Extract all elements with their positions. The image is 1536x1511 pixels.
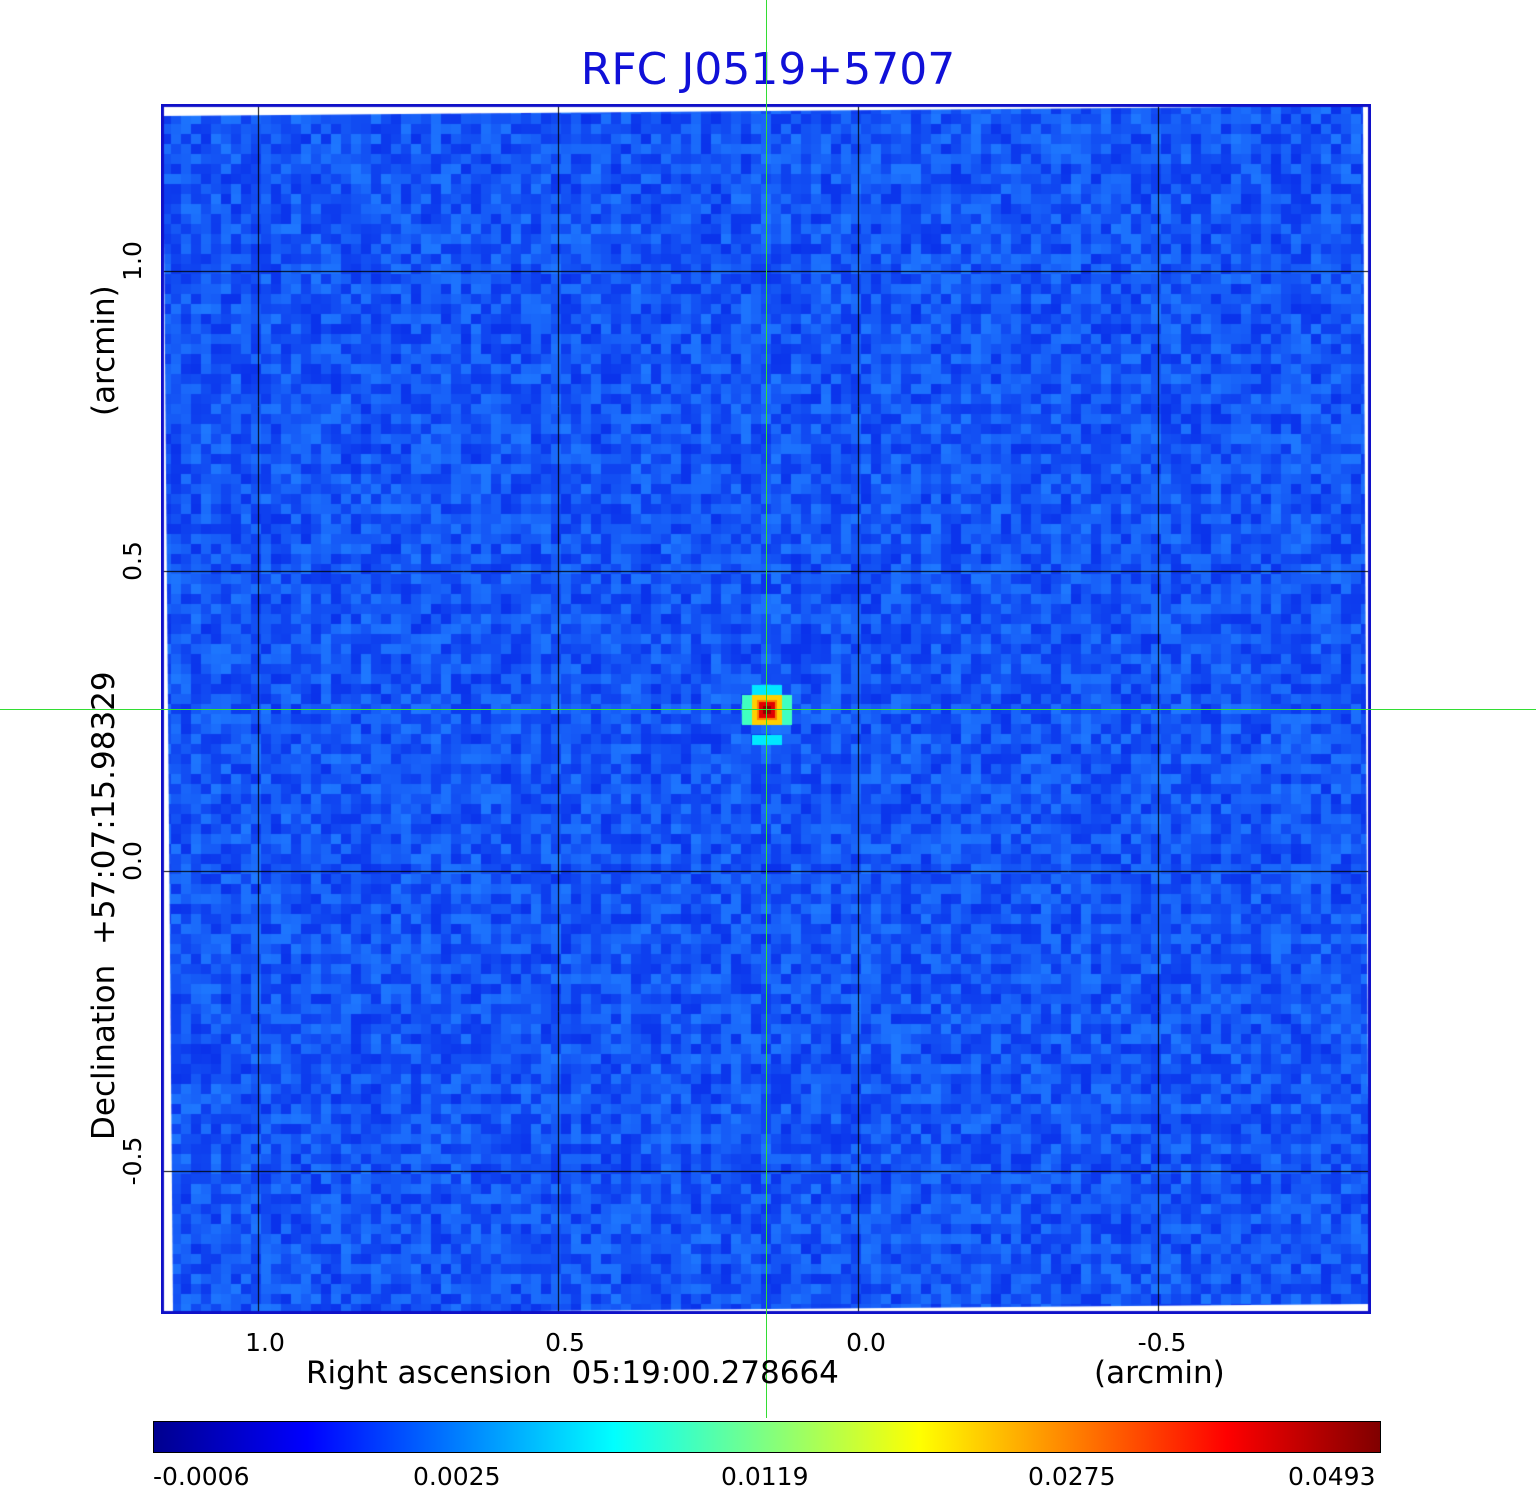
colorbar-tick-label: 0.0275	[1028, 1462, 1116, 1491]
y-tick-label: 1.0	[118, 241, 147, 281]
x-tick-label: 0.0	[846, 1328, 886, 1357]
y-tick-label: -0.5	[118, 1136, 147, 1186]
crosshair-horizontal	[0, 709, 1536, 710]
x-axis-unit: (arcmin)	[1094, 1355, 1225, 1391]
x-tick-label: 0.5	[545, 1328, 585, 1357]
y-axis-label: Declination +57:07:15.98329	[86, 671, 122, 1140]
x-tick-label: 1.0	[245, 1328, 285, 1357]
y-axis-unit: (arcmin)	[86, 285, 122, 416]
y-tick-label: 0.0	[118, 841, 147, 881]
colorbar-tick-label: 0.0025	[413, 1462, 501, 1491]
colorbar-tick-label: 0.0493	[1288, 1462, 1376, 1491]
x-tick-label: -0.5	[1137, 1328, 1187, 1357]
x-axis-label: Right ascension 05:19:00.278664	[306, 1355, 839, 1391]
y-tick-label: 0.5	[118, 541, 147, 581]
colorbar	[153, 1421, 1381, 1453]
colorbar-tick-label: -0.0006	[153, 1462, 250, 1491]
colorbar-tick-label: 0.0119	[721, 1462, 809, 1491]
plot-title: RFC J0519+5707	[580, 44, 956, 95]
